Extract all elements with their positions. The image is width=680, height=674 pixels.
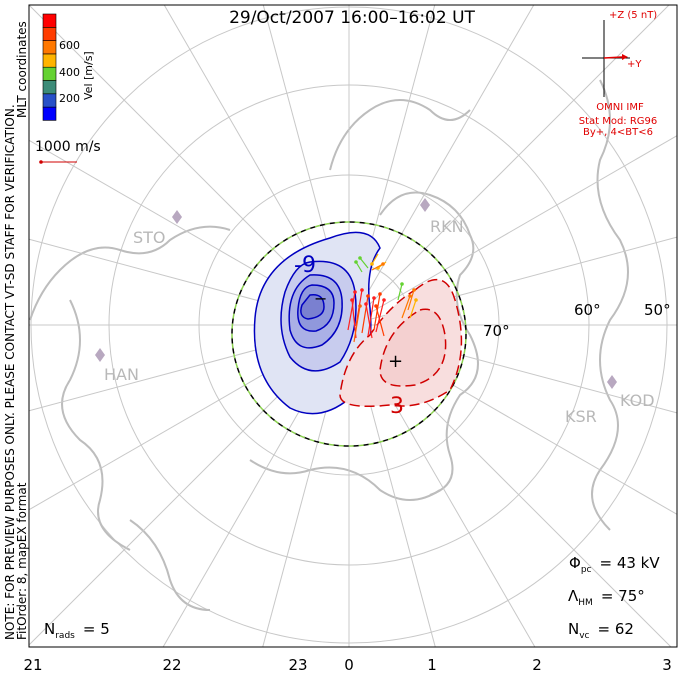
plot-frame [28,4,678,648]
station-marker-icon [172,210,182,224]
hm-boundary-latitude: ΛHM = 75° [568,587,645,608]
vector-origin [408,294,412,298]
colorbar-segment [42,93,57,108]
imf-condition: By+, 4<BT<6 [583,127,653,138]
map-title: 29/Oct/2007 16:00–16:02 UT [229,8,475,28]
potential-minimum-marker: − [314,289,327,308]
positive-potential-cell [339,278,463,407]
vector-origin [372,296,376,300]
velocity-vector [361,295,369,334]
velocity-vector [347,291,356,331]
velocity-colorbar [42,13,57,121]
vector-origin [358,256,362,260]
mlt-meridian [348,135,677,326]
model-boundary [231,221,467,447]
scale-vector-label: 1000 m/s [35,139,101,155]
velocity-vectors [347,253,418,343]
vector-origin [374,304,378,308]
mlt-label-23: 23 [288,656,307,674]
velocity-vector [371,253,379,265]
station-marker-icon [95,348,105,362]
lat-label-70: 70° [483,322,510,340]
mlt-meridian [348,5,535,326]
velocity-vector [367,297,375,337]
station-marker-icon [420,198,430,212]
vector-count: Nvc = 62 [568,620,634,641]
cross-polar-potential: Φpc = 43 kV [569,554,660,575]
velocity-vector [355,289,363,327]
colorbar-segment [42,66,57,81]
imf-source: OMNI IMF [596,102,644,113]
velocity-vector [371,263,384,271]
station-marker-icon [607,375,617,389]
imf-y-label: +Y [627,59,642,70]
vector-origin [414,298,418,302]
vector-origin [354,260,358,264]
velocity-vector [401,295,411,319]
vector-origin [358,304,362,308]
mlt-label-3: 3 [662,656,672,674]
vector-origin [353,290,357,294]
mlt-label-22: 22 [162,656,181,674]
velocity-vector [359,257,369,269]
fit-order: FitOrder: 8, mapEX format [15,482,29,640]
colorbar-tick-200: 200 [59,92,80,105]
positive-contour-label: 3 [390,394,404,419]
coordinate-system: MLT coordinates [15,21,29,118]
station-ksr: KSR [565,407,597,426]
colorbar-label: Vel [m/s] [82,51,95,100]
colorbar-segment [42,26,57,41]
lat-label-50: 50° [644,301,671,319]
station-han: HAN [104,365,139,384]
colorbar-tick-600: 600 [59,39,80,52]
colorbar-segment [42,53,57,68]
vector-origin [382,298,386,302]
colorbar-segment [42,40,57,55]
vector-origin [378,292,382,296]
negative-contour-label: -9 [294,253,316,278]
potential-maximum-marker: + [388,351,403,372]
lat-label-60: 60° [574,301,601,319]
station-rkn: RKN [430,217,464,236]
mlt-label-21: 21 [23,656,42,674]
imf-clock-dial [582,20,630,97]
radar-count: Nrads = 5 [44,620,110,641]
velocity-vector [353,305,361,343]
velocity-vector [397,283,403,301]
station-sto: STO [133,228,166,247]
velocity-vector [365,303,373,339]
station-kod: KOD [620,391,655,410]
mlt-label-2: 2 [532,656,542,674]
imf-z-label: +Z (5 nT) [609,10,657,21]
vector-origin [350,298,354,302]
velocity-vector [407,289,415,311]
colorbar-segment [42,106,57,121]
colorbar-tick-400: 400 [59,66,80,79]
mlt-label-1: 1 [427,656,437,674]
vector-origin [400,282,404,286]
preview-note: NOTE: FOR PREVIEW PURPOSES ONLY. PLEASE … [3,104,17,640]
velocity-vector [375,305,385,337]
mlt-meridian [348,5,670,326]
vector-origin [370,262,374,266]
velocity-vector [355,261,363,273]
velocity-vector [375,299,385,333]
vector-origin [364,302,368,306]
imf-model: Stat Mod: RG96 [579,116,658,127]
colorbar-segment [42,80,57,95]
vector-origin [412,288,416,292]
velocity-vector [409,299,417,319]
mlt-label-0: 0 [344,656,354,674]
colorbar-segment [42,13,57,28]
vector-origin [366,294,370,298]
vector-origin [360,288,364,292]
vector-origin [381,262,385,266]
